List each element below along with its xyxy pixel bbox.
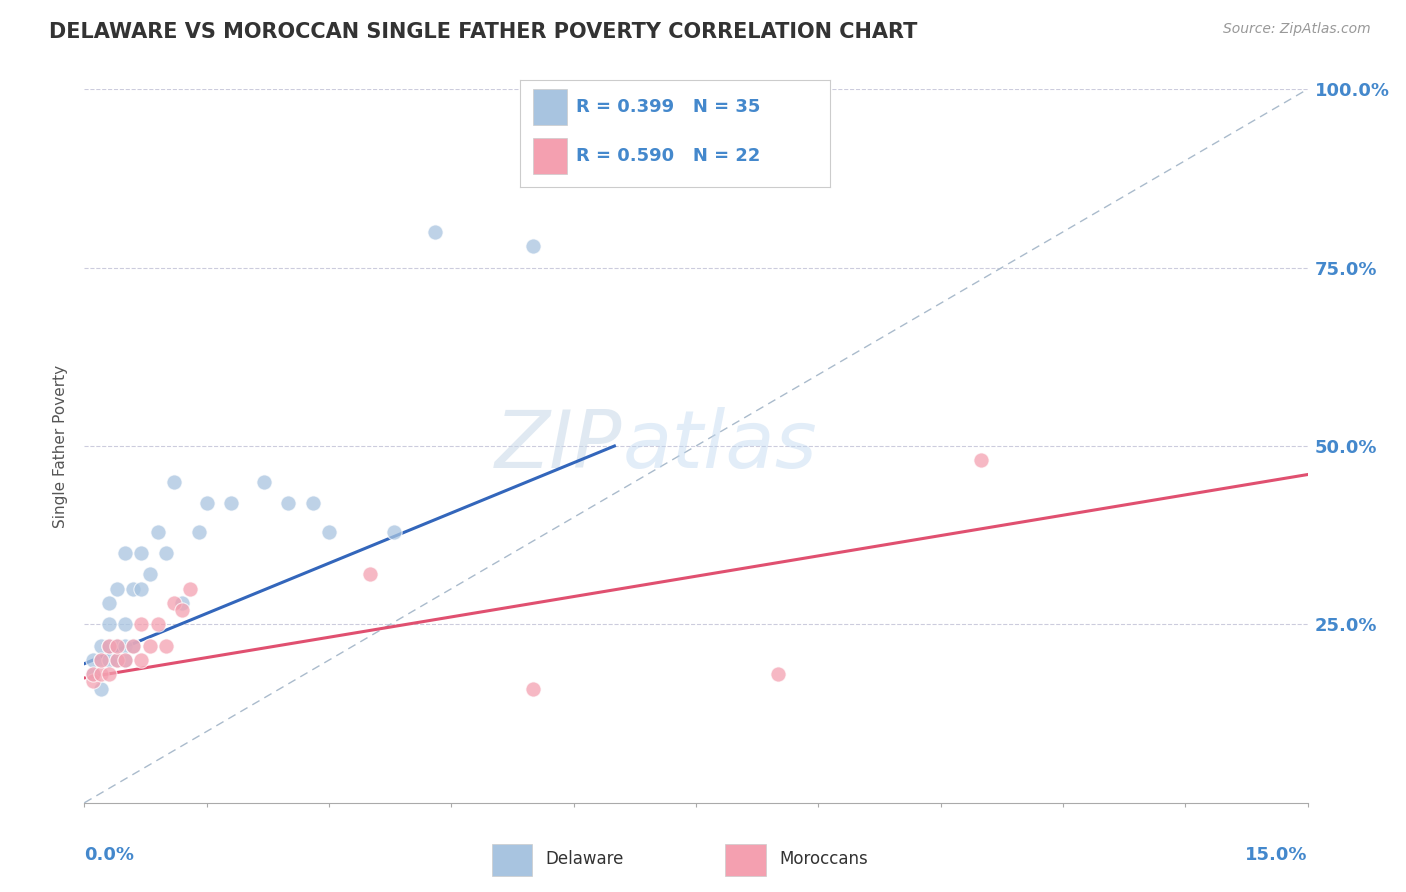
Point [131, 582, 153, 596]
Point [301, 496, 323, 510]
Point [105, 653, 128, 667]
Point [219, 496, 242, 510]
Point [138, 567, 160, 582]
Text: R = 0.590   N = 22: R = 0.590 N = 22 [576, 147, 761, 165]
Text: DELAWARE VS MOROCCAN SINGLE FATHER POVERTY CORRELATION CHART: DELAWARE VS MOROCCAN SINGLE FATHER POVER… [49, 22, 918, 42]
Bar [725, 844, 766, 876]
Point [382, 524, 405, 539]
Point [90, 667, 112, 681]
Point [122, 639, 145, 653]
Point [90, 653, 112, 667]
Point [82, 674, 104, 689]
Y-axis label: Single Father Poverty: Single Father Poverty [53, 365, 69, 527]
Point [97, 653, 120, 667]
Point [131, 546, 153, 560]
Text: 0.0%: 0.0% [84, 846, 135, 863]
Point [122, 639, 145, 653]
Point [97, 596, 120, 610]
Point [146, 524, 169, 539]
Point [114, 653, 136, 667]
Point [163, 475, 186, 489]
Point [90, 681, 112, 696]
Text: ZIP: ZIP [495, 407, 623, 485]
Text: Source: ZipAtlas.com: Source: ZipAtlas.com [1223, 22, 1371, 37]
Point [105, 639, 128, 653]
Point [423, 225, 446, 239]
Point [97, 639, 120, 653]
Point [155, 546, 177, 560]
Point [114, 617, 136, 632]
Point [253, 475, 276, 489]
Point [179, 582, 201, 596]
Point [97, 617, 120, 632]
Point [90, 653, 112, 667]
Point [114, 639, 136, 653]
Point [187, 524, 209, 539]
Point [172, 603, 194, 617]
Bar [492, 844, 531, 876]
Text: 15.0%: 15.0% [1246, 846, 1308, 863]
Text: Moroccans: Moroccans [779, 849, 869, 868]
Point [172, 596, 194, 610]
Point [122, 582, 145, 596]
Text: Delaware: Delaware [546, 849, 624, 868]
Point [114, 546, 136, 560]
Point [114, 653, 136, 667]
Point [90, 639, 112, 653]
Bar [533, 89, 567, 125]
Point [105, 582, 128, 596]
Point [138, 639, 160, 653]
Point [522, 681, 544, 696]
Point [359, 567, 381, 582]
Point [105, 639, 128, 653]
Point [131, 653, 153, 667]
Point [522, 239, 544, 253]
Point [163, 596, 186, 610]
Text: R = 0.399   N = 35: R = 0.399 N = 35 [576, 98, 761, 116]
Point [97, 667, 120, 681]
Point [97, 639, 120, 653]
Point [82, 667, 104, 681]
Point [82, 667, 104, 681]
Bar [533, 138, 567, 175]
Point [766, 667, 789, 681]
Point [277, 496, 299, 510]
Point [318, 524, 340, 539]
Point [195, 496, 218, 510]
Point [155, 639, 177, 653]
Text: atlas: atlas [623, 407, 817, 485]
Point [970, 453, 993, 467]
Point [82, 653, 104, 667]
Point [131, 617, 153, 632]
Point [105, 653, 128, 667]
Point [146, 617, 169, 632]
